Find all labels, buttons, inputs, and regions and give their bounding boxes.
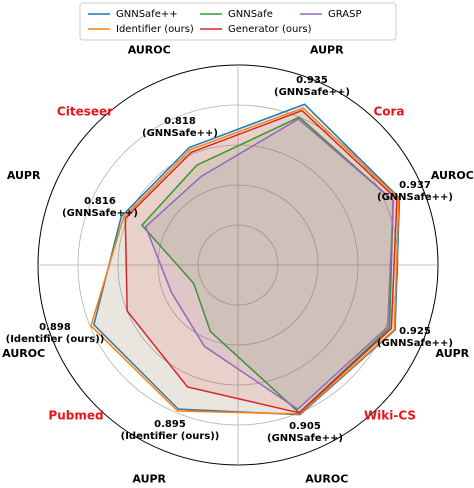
annotation-source: (GNNSafe++) <box>377 192 453 203</box>
annotation-value: 0.818 <box>164 116 196 127</box>
series-line <box>124 109 398 414</box>
legend-label: GNNSafe++ <box>116 9 178 20</box>
annotation-source: (GNNSafe++) <box>142 128 218 139</box>
series-area <box>125 110 397 413</box>
dataset-label: Cora <box>373 105 404 119</box>
axis-label: AUROC <box>128 44 171 57</box>
annotation-value: 0.898 <box>39 322 71 333</box>
axis-label: AUROC <box>2 347 45 360</box>
axis-label: AUPR <box>132 472 166 485</box>
series-line <box>90 107 400 415</box>
legend-label: Identifier (ours) <box>116 24 194 35</box>
legend-label: GRASP <box>328 9 362 20</box>
dataset-label: Pubmed <box>48 409 103 423</box>
legend-box <box>79 2 397 41</box>
annotation-source: (GNNSafe++) <box>377 338 453 349</box>
axis-label: AUPR <box>436 347 470 360</box>
axis-label: AUROC <box>305 472 348 485</box>
axis-label: AUPR <box>7 169 41 182</box>
annotation-source: (Identifier (ours)) <box>6 334 105 345</box>
series-area <box>145 119 394 410</box>
annotation-source: (GNNSafe++) <box>267 433 343 444</box>
annotation-source: (Identifier (ours)) <box>121 431 220 442</box>
dataset-label: Citeseer <box>57 105 113 119</box>
legend-label: Generator (ours) <box>228 24 312 35</box>
annotation-value: 0.905 <box>289 421 321 432</box>
annotation-value: 0.895 <box>154 419 186 430</box>
annotation-value: 0.937 <box>399 180 431 191</box>
annotation-value: 0.925 <box>399 326 431 337</box>
axis-label: AUROC <box>431 169 474 182</box>
annotation-value: 0.935 <box>296 75 328 86</box>
series-area <box>93 104 400 415</box>
annotation-source: (GNNSafe++) <box>62 208 138 219</box>
annotation-value: 0.816 <box>84 196 116 207</box>
series-line <box>144 118 394 411</box>
axis-label: AUPR <box>310 44 344 57</box>
series-area <box>141 117 394 413</box>
dataset-label: Wiki-CS <box>364 409 416 423</box>
series-area <box>90 107 399 414</box>
legend-label: GNNSafe <box>228 9 273 20</box>
annotation-source: (GNNSafe++) <box>274 87 350 98</box>
